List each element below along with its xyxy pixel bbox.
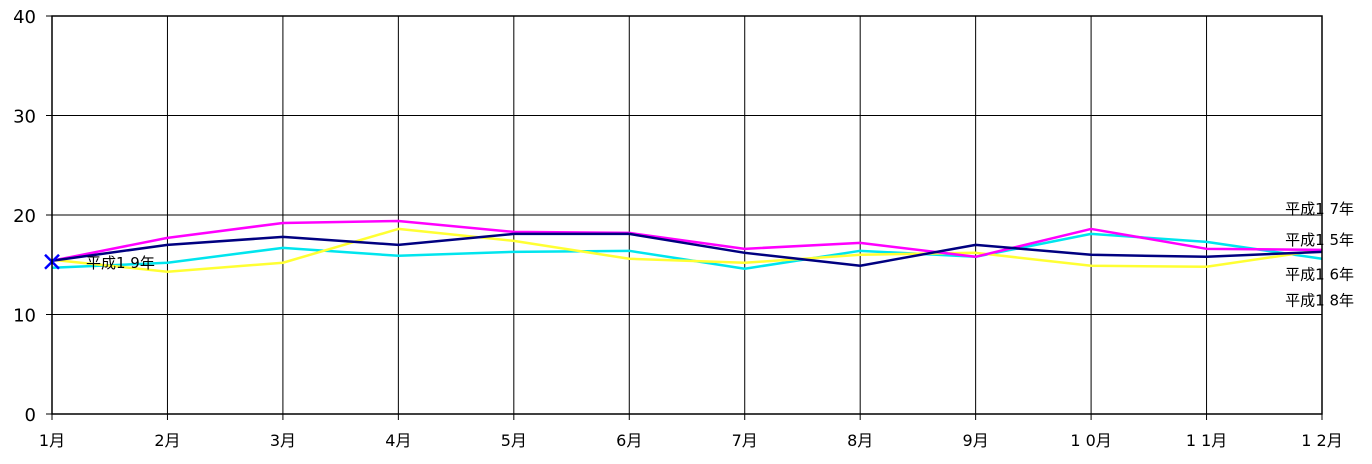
y-tick-label: 0 <box>25 405 36 426</box>
series-label: 平成1 8年 <box>1285 292 1354 310</box>
series-line <box>51 227 1323 273</box>
plot-frame <box>51 15 1323 415</box>
x-tick-label: 5月 <box>501 431 527 450</box>
x-tick-label: 4月 <box>385 431 411 450</box>
series-label: 平成1 7年 <box>1285 200 1354 218</box>
x-tick-label: 9月 <box>963 431 989 450</box>
series-lines <box>51 219 1323 273</box>
series-label: 平成1 5年 <box>1285 231 1354 249</box>
series-label: 平成1 6年 <box>1285 266 1354 284</box>
x-tick-label: 7月 <box>732 431 758 450</box>
y-tick-label: 40 <box>13 7 36 28</box>
x-tick-label: 1 1月 <box>1186 431 1227 450</box>
y-tick-label: 10 <box>13 306 36 327</box>
x-tick-label: 3月 <box>270 431 296 450</box>
x-tick-label: 1 2月 <box>1301 431 1342 450</box>
x-tick-label: 1月 <box>39 431 65 450</box>
y-axis-ticks: 0 10 20 30 40 <box>13 7 52 426</box>
series-label: 平成1 9年 <box>86 254 155 272</box>
x-tick-label: 1 0月 <box>1070 431 1111 450</box>
series-line <box>51 219 1323 262</box>
x-tick-label: 6月 <box>616 431 642 450</box>
y-tick-label: 30 <box>13 107 36 128</box>
x-axis-ticks: 1月 2月 3月 4月 5月 6月 7月 8月 9月 1 0月 1 1月 1 2月 <box>39 414 1343 450</box>
series-line <box>51 232 1323 267</box>
x-tick-label: 8月 <box>847 431 873 450</box>
grid <box>52 16 1322 414</box>
y-tick-label: 20 <box>13 206 36 227</box>
x-tick-label: 2月 <box>154 431 180 450</box>
